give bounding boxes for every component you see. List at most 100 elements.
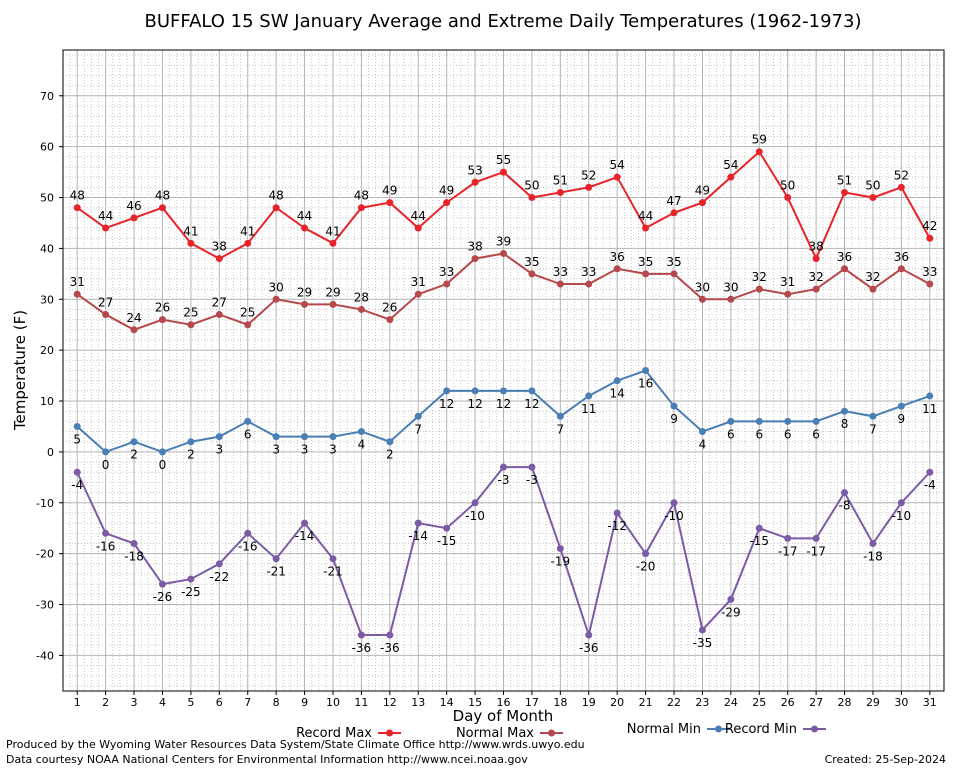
x-tick-label: 5 xyxy=(187,696,194,709)
data-point-normal-max xyxy=(500,249,507,257)
data-point-normal-min xyxy=(500,387,507,395)
data-label-record-max: 48 xyxy=(155,189,170,203)
data-label-record-min: -12 xyxy=(607,519,627,533)
x-tick-label: 13 xyxy=(411,696,425,709)
data-label-normal-min: 3 xyxy=(215,443,223,457)
data-label-record-max: 38 xyxy=(212,240,227,254)
y-tick-label: 30 xyxy=(40,293,54,306)
data-label-record-min: -21 xyxy=(323,565,343,579)
data-point-normal-max xyxy=(102,311,110,319)
x-tick-label: 28 xyxy=(838,696,852,709)
x-tick-label: 22 xyxy=(667,696,681,709)
data-point-normal-max xyxy=(642,270,650,278)
data-point-normal-max xyxy=(272,295,280,303)
data-label-normal-min: 9 xyxy=(898,412,906,426)
data-point-record-max xyxy=(301,224,309,232)
data-label-normal-min: 7 xyxy=(557,422,565,436)
data-point-normal-min xyxy=(585,392,593,400)
data-point-record-max xyxy=(158,204,166,212)
data-point-record-min xyxy=(613,509,621,517)
x-tick-label: 6 xyxy=(216,696,223,709)
data-label-normal-max: 27 xyxy=(98,296,113,310)
y-tick-label: 40 xyxy=(40,242,54,255)
x-tick-label: 1 xyxy=(74,696,81,709)
x-axis-title: Day of Month xyxy=(453,707,554,725)
data-label-record-min: -10 xyxy=(664,509,684,523)
data-point-normal-min xyxy=(727,417,735,425)
data-label-normal-max: 36 xyxy=(837,250,852,264)
data-point-normal-min xyxy=(926,392,934,400)
data-label-normal-min: 8 xyxy=(841,417,849,431)
data-label-record-max: 51 xyxy=(837,173,852,187)
data-label-record-min: -21 xyxy=(266,565,286,579)
data-label-normal-max: 32 xyxy=(808,270,823,284)
data-point-record-max xyxy=(613,173,621,181)
data-label-normal-max: 39 xyxy=(496,234,511,248)
series-record-min: -4 -16 -18 -26 -25 -22 -16 -21 -14 -21 -36 -36 -14 -1… xyxy=(71,463,936,655)
data-label-record-min: -35 xyxy=(693,636,713,650)
data-label-normal-max: 26 xyxy=(382,301,397,315)
data-label-record-min: -16 xyxy=(238,539,258,553)
legend-label-record-max: Record Max xyxy=(296,726,372,741)
data-point-record-max xyxy=(102,224,110,232)
data-point-record-min xyxy=(73,468,81,476)
data-label-normal-min: 6 xyxy=(812,427,820,441)
x-tick-label: 31 xyxy=(923,696,937,709)
x-tick-label: 3 xyxy=(131,696,138,709)
data-label-record-max: 49 xyxy=(382,184,397,198)
data-label-record-min: -25 xyxy=(181,585,201,599)
data-point-record-min xyxy=(329,555,337,563)
data-label-normal-max: 29 xyxy=(325,285,340,299)
data-point-record-max xyxy=(500,168,507,176)
data-point-normal-max xyxy=(528,270,536,278)
data-label-normal-min: 4 xyxy=(358,438,366,452)
data-point-record-max xyxy=(443,199,451,207)
footer-credit-line2: Data courtesy NOAA National Centers for … xyxy=(6,753,528,766)
x-tick-label: 19 xyxy=(582,696,596,709)
data-label-normal-max: 31 xyxy=(780,275,795,289)
x-tick-label: 17 xyxy=(525,696,539,709)
data-point-record-min xyxy=(301,519,309,527)
data-point-record-min xyxy=(812,534,820,542)
data-label-record-max: 51 xyxy=(553,173,568,187)
data-label-normal-min: 9 xyxy=(670,412,678,426)
x-tick-label: 18 xyxy=(553,696,567,709)
data-label-normal-min: 12 xyxy=(524,397,539,411)
data-label-normal-min: 14 xyxy=(610,387,625,401)
data-label-normal-max: 33 xyxy=(922,265,937,279)
legend-marker-record-max xyxy=(386,729,393,737)
legend-marker-record-min xyxy=(811,725,818,733)
data-label-record-max: 41 xyxy=(240,224,255,238)
data-label-normal-max: 32 xyxy=(752,270,767,284)
data-point-record-min xyxy=(215,560,223,568)
data-point-record-max xyxy=(130,214,138,222)
data-label-record-min: -16 xyxy=(96,539,116,553)
data-label-normal-min: 3 xyxy=(329,443,337,457)
data-label-record-max: 44 xyxy=(411,209,426,223)
plot-area: 1 2 3 4 5 6 7 8 9 10 11 12 13 14 15 16 17 18 19 20 21 22 23 24 2… xyxy=(36,49,945,709)
x-tick-label: 2 xyxy=(102,696,109,709)
data-point-normal-max xyxy=(471,255,479,263)
data-label-record-max: 54 xyxy=(610,158,625,172)
data-label-normal-min: 0 xyxy=(102,458,110,472)
data-label-record-min: -10 xyxy=(892,509,912,523)
data-label-normal-min: 12 xyxy=(496,397,511,411)
data-label-record-min: -29 xyxy=(721,605,741,619)
data-label-normal-max: 36 xyxy=(894,250,909,264)
x-tick-label: 10 xyxy=(326,696,340,709)
data-label-record-max: 44 xyxy=(297,209,312,223)
data-point-normal-max xyxy=(73,290,81,298)
data-point-normal-min xyxy=(755,417,763,425)
data-point-record-min xyxy=(443,524,451,532)
data-label-normal-min: 11 xyxy=(581,402,596,416)
y-tick-label: 60 xyxy=(40,141,54,154)
data-point-normal-max xyxy=(215,311,223,319)
data-label-normal-min: 2 xyxy=(386,448,394,462)
data-point-normal-min xyxy=(73,422,81,430)
data-point-normal-min xyxy=(215,433,223,441)
legend-label-normal-min: Normal Min xyxy=(627,722,701,737)
data-point-record-max xyxy=(642,224,650,232)
data-label-normal-max: 32 xyxy=(865,270,880,284)
data-point-normal-min xyxy=(528,387,536,395)
data-point-record-max xyxy=(215,255,223,263)
